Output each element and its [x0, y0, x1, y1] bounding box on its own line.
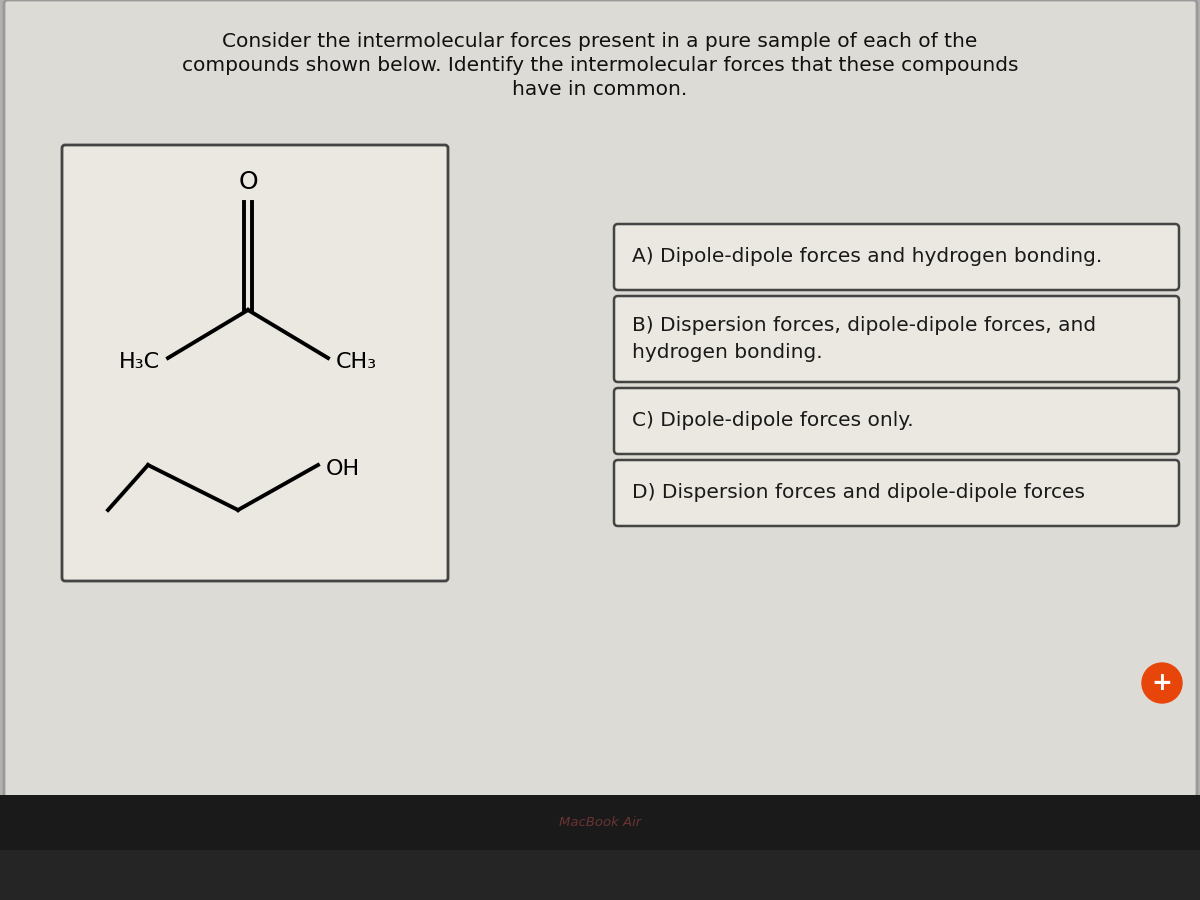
Text: compounds shown below. Identify the intermolecular forces that these compounds: compounds shown below. Identify the inte…	[181, 56, 1019, 75]
Text: H₃C: H₃C	[119, 352, 160, 372]
FancyBboxPatch shape	[62, 145, 448, 581]
Text: A) Dipole-dipole forces and hydrogen bonding.: A) Dipole-dipole forces and hydrogen bon…	[632, 248, 1103, 266]
Text: MacBook Air: MacBook Air	[559, 816, 641, 830]
Text: D) Dispersion forces and dipole-dipole forces: D) Dispersion forces and dipole-dipole f…	[632, 483, 1085, 502]
Text: C) Dipole-dipole forces only.: C) Dipole-dipole forces only.	[632, 411, 913, 430]
FancyBboxPatch shape	[614, 224, 1178, 290]
Text: CH₃: CH₃	[336, 352, 377, 372]
Text: Consider the intermolecular forces present in a pure sample of each of the: Consider the intermolecular forces prese…	[222, 32, 978, 51]
Text: +: +	[1152, 671, 1172, 695]
FancyBboxPatch shape	[614, 460, 1178, 526]
Text: B) Dispersion forces, dipole-dipole forces, and
hydrogen bonding.: B) Dispersion forces, dipole-dipole forc…	[632, 316, 1096, 362]
FancyBboxPatch shape	[0, 850, 1200, 900]
FancyBboxPatch shape	[614, 388, 1178, 454]
FancyBboxPatch shape	[0, 795, 1200, 850]
Circle shape	[1142, 663, 1182, 703]
Text: O: O	[238, 170, 258, 194]
Text: have in common.: have in common.	[512, 80, 688, 99]
FancyBboxPatch shape	[614, 296, 1178, 382]
FancyBboxPatch shape	[4, 0, 1198, 798]
Text: OH: OH	[326, 459, 360, 479]
